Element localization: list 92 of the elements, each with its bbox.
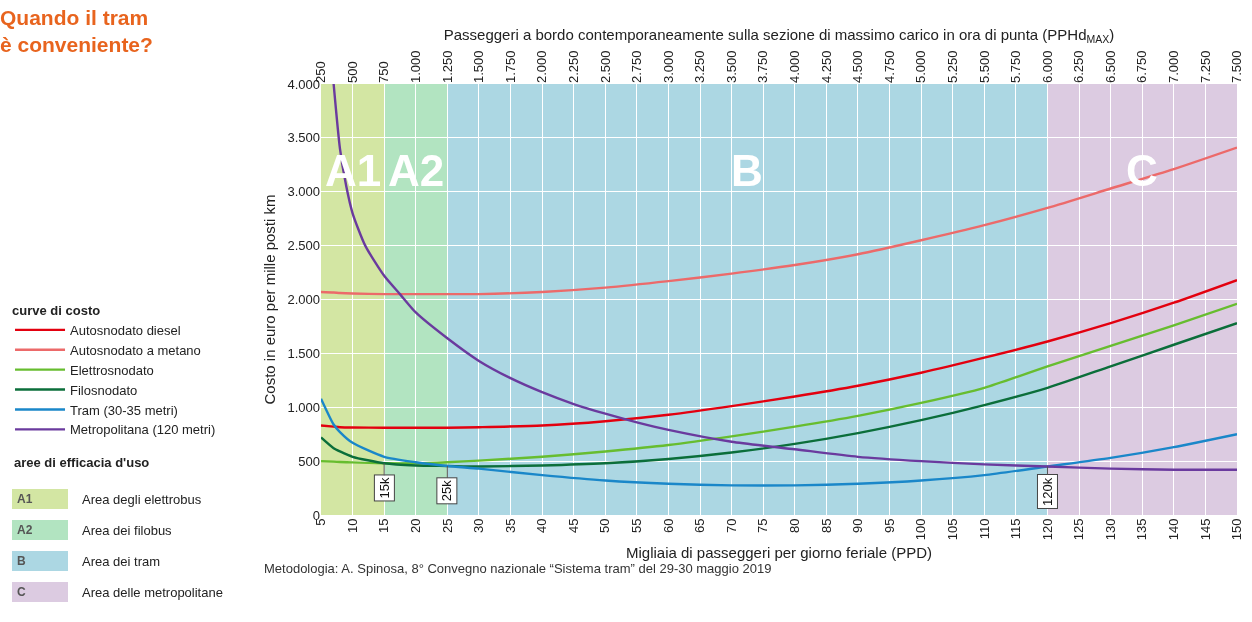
- line-series: [321, 146, 1237, 296]
- x-tick-label: 90: [850, 518, 866, 534]
- x2-tick-label: 4.500: [850, 50, 866, 83]
- x-tick-label: 110: [976, 518, 992, 540]
- x2-tick-label: 500: [344, 61, 360, 83]
- text: aree di efficacia d'uso: [14, 455, 150, 470]
- legend-label: Elettrosnodato: [70, 362, 154, 378]
- x2-tick-label: 3.250: [692, 50, 708, 83]
- x-tick-label: 130: [1102, 518, 1118, 541]
- x2-tick-label: 1.000: [407, 50, 423, 83]
- x2-tick-label: 5.750: [1008, 50, 1024, 83]
- x-tick-label: 135: [1134, 518, 1150, 541]
- x-tick-label: 65: [692, 518, 708, 534]
- text: Area degli elettrobus: [82, 492, 202, 507]
- y-tick-label: 3.000: [287, 184, 320, 200]
- x2-tick-label: 3.000: [660, 50, 676, 83]
- x2-axis-title: Passeggeri a bordo contemporaneamente sulla sezione di massimo carico in ora di punta (PPHd$_{MAX}$): [443, 25, 1115, 45]
- text: C: [17, 585, 26, 599]
- x-tick-label: 45: [565, 518, 581, 534]
- legend-label: Autosnodato diesel: [70, 322, 181, 338]
- x-tick-label: 35: [502, 518, 518, 534]
- text: Area delle metropolitane: [82, 585, 223, 600]
- x-tick-label: 80: [787, 518, 803, 534]
- x-tick-label: 10: [344, 518, 360, 534]
- x2-tick-label: 6.000: [1039, 50, 1055, 83]
- x2-tick-label: 5.250: [944, 50, 960, 83]
- text: B: [17, 554, 26, 568]
- x2-tick-label: 7.500: [1229, 50, 1245, 83]
- x-axis-title: Migliaia di passeggeri per giorno feriale (PPD): [626, 544, 932, 562]
- text: Quando il tram è conveniente?: [0, 5, 153, 57]
- x-tick-label: 95: [881, 518, 897, 534]
- x-tick-label: 70: [723, 518, 739, 534]
- x-tick-label: 145: [1197, 518, 1213, 541]
- legend-label: Autosnodato a metano: [70, 342, 201, 358]
- text: A1: [17, 492, 33, 506]
- annotation: 15k: [376, 476, 392, 499]
- x2-tick-label: 1.250: [439, 50, 455, 83]
- y-tick-label: 1.500: [287, 345, 320, 361]
- x2-tick-label: 750: [376, 61, 392, 83]
- x-tick-label: 55: [629, 518, 645, 534]
- x-tick-label: 20: [407, 518, 423, 534]
- x2-tick-label: 7.250: [1197, 50, 1213, 83]
- y-tick-label: 3.500: [287, 130, 320, 146]
- x-tick-label: 25: [439, 518, 455, 534]
- x-tick-label: 100: [913, 518, 929, 541]
- x-tick-label: 50: [597, 518, 613, 534]
- x2-tick-label: 4.000: [787, 50, 803, 83]
- x2-tick-label: 5.500: [976, 50, 992, 83]
- x-tick-label: 40: [534, 518, 550, 534]
- text: Area dei tram: [82, 554, 161, 569]
- legend-title: curve di costo: [12, 302, 101, 318]
- y-axis-title: Costo in euro per mille posti km: [260, 194, 278, 405]
- text: Area dei filobus: [82, 523, 173, 538]
- x-tick-label: 115: [1008, 518, 1024, 540]
- x2-tick-label: 2.750: [629, 50, 645, 83]
- band-label: B: [731, 146, 763, 195]
- x2-tick-label: 2.000: [534, 50, 550, 83]
- x2-tick-label: 6.250: [1071, 50, 1087, 83]
- legend-label: Filosnodato: [70, 382, 138, 398]
- y-tick-label: 500: [298, 453, 320, 469]
- x2-tick-label: 5.000: [913, 50, 929, 83]
- legend-label: Metropolitana (120 metri): [70, 422, 216, 438]
- text: Metodologia: A. Spinosa, 8° Convegno nazionale “Sistema tram” del 29-30 maggio 2019: [264, 561, 772, 576]
- y-tick-label: 2.500: [287, 238, 320, 254]
- x2-tick-label: 7.000: [1166, 50, 1182, 83]
- x2-tick-label: 1.500: [471, 50, 487, 83]
- x-tick-label: 15: [376, 518, 392, 534]
- x2-tick-label: 4.250: [818, 50, 834, 83]
- x2-tick-label: 6.500: [1102, 50, 1118, 83]
- y-tick-label: 1.000: [287, 399, 320, 415]
- x2-tick-label: 3.500: [723, 50, 739, 83]
- x-tick-label: 105: [944, 518, 960, 541]
- x2-tick-label: 3.750: [755, 50, 771, 83]
- x-tick-label: 140: [1166, 518, 1182, 541]
- x-tick-label: 30: [471, 518, 487, 534]
- x-tick-label: 85: [818, 518, 834, 534]
- text: A2: [17, 523, 33, 537]
- annotation: 25k: [439, 479, 455, 502]
- x2-tick-label: 2.250: [565, 50, 581, 83]
- y-tick-label: 2.000: [287, 292, 320, 308]
- x2-tick-label: 6.750: [1134, 50, 1150, 83]
- line-series: [321, 278, 1237, 429]
- x-tick-label: 125: [1071, 518, 1087, 541]
- x2-tick-label: 4.750: [881, 50, 897, 83]
- x-tick-label: 75: [755, 518, 771, 534]
- x2-tick-label: 2.500: [597, 50, 613, 83]
- x2-tick-label: 1.750: [502, 50, 518, 83]
- x-tick-label: 60: [660, 518, 676, 534]
- annotation: 120k: [1039, 477, 1055, 506]
- x-tick-label: 150: [1229, 518, 1245, 541]
- x-tick-label: 120: [1039, 518, 1055, 541]
- legend-label: Tram (30-35 metri): [70, 402, 178, 418]
